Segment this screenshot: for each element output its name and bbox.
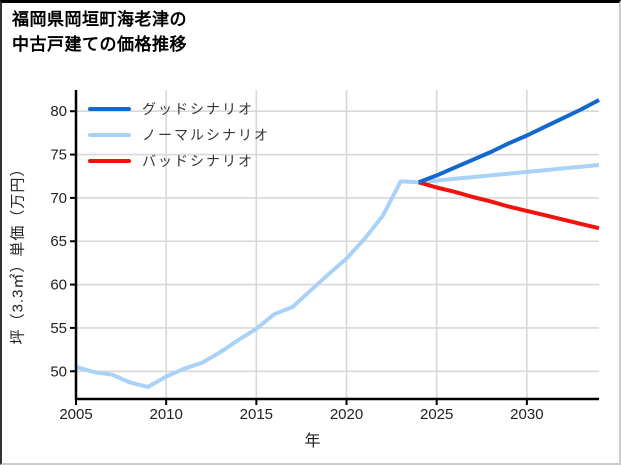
series-line-グッドシナリオ bbox=[417, 98, 600, 185]
y-tick-label: 55 bbox=[50, 320, 67, 337]
x-tick-label: 2015 bbox=[240, 406, 273, 423]
legend-item-normal-scenario: ノーマルシナリオ bbox=[88, 122, 270, 148]
x-tick-label: 2010 bbox=[149, 406, 182, 423]
y-tick-label: 60 bbox=[50, 277, 67, 294]
bad-scenario-line-swatch bbox=[88, 159, 131, 163]
legend-item-bad-scenario: バッドシナリオ bbox=[88, 148, 270, 174]
series-line-ノーマルシナリオ bbox=[75, 163, 600, 389]
good-scenario-line-swatch bbox=[88, 107, 131, 111]
chart-plot-area: 2005 2010 2015 2020 2025 2030 50 55 60 65 70 75 80 bbox=[50, 90, 600, 423]
x-tick-label: 2025 bbox=[420, 406, 453, 423]
normal-scenario-line-swatch bbox=[88, 133, 131, 137]
legend: グッドシナリオ ノーマルシナリオ バッドシナリオ bbox=[88, 96, 270, 174]
x-tick-label: 2030 bbox=[510, 406, 543, 423]
x-tick-label: 2020 bbox=[330, 406, 363, 423]
series-line-バッドシナリオ bbox=[418, 180, 600, 231]
y-tick-label: 65 bbox=[50, 233, 67, 250]
legend-label-good-scenario: グッドシナリオ bbox=[142, 101, 254, 117]
y-tick-label: 80 bbox=[50, 103, 67, 120]
x-axis-label: 年 bbox=[304, 433, 321, 450]
y-axis-label: 坪（3.3㎡）単価（万円） bbox=[9, 160, 27, 345]
chart-title: 福岡県岡垣町海老津の 中古戸建ての価格推移 bbox=[12, 10, 187, 54]
y-tick-label: 70 bbox=[50, 190, 67, 207]
x-tick-label: 2005 bbox=[59, 406, 92, 423]
legend-item-good-scenario: グッドシナリオ bbox=[88, 96, 270, 122]
legend-label-normal-scenario: ノーマルシナリオ bbox=[142, 127, 270, 143]
y-tick-label: 75 bbox=[50, 147, 67, 164]
legend-label-bad-scenario: バッドシナリオ bbox=[142, 153, 254, 169]
y-tick-label: 50 bbox=[50, 363, 67, 380]
